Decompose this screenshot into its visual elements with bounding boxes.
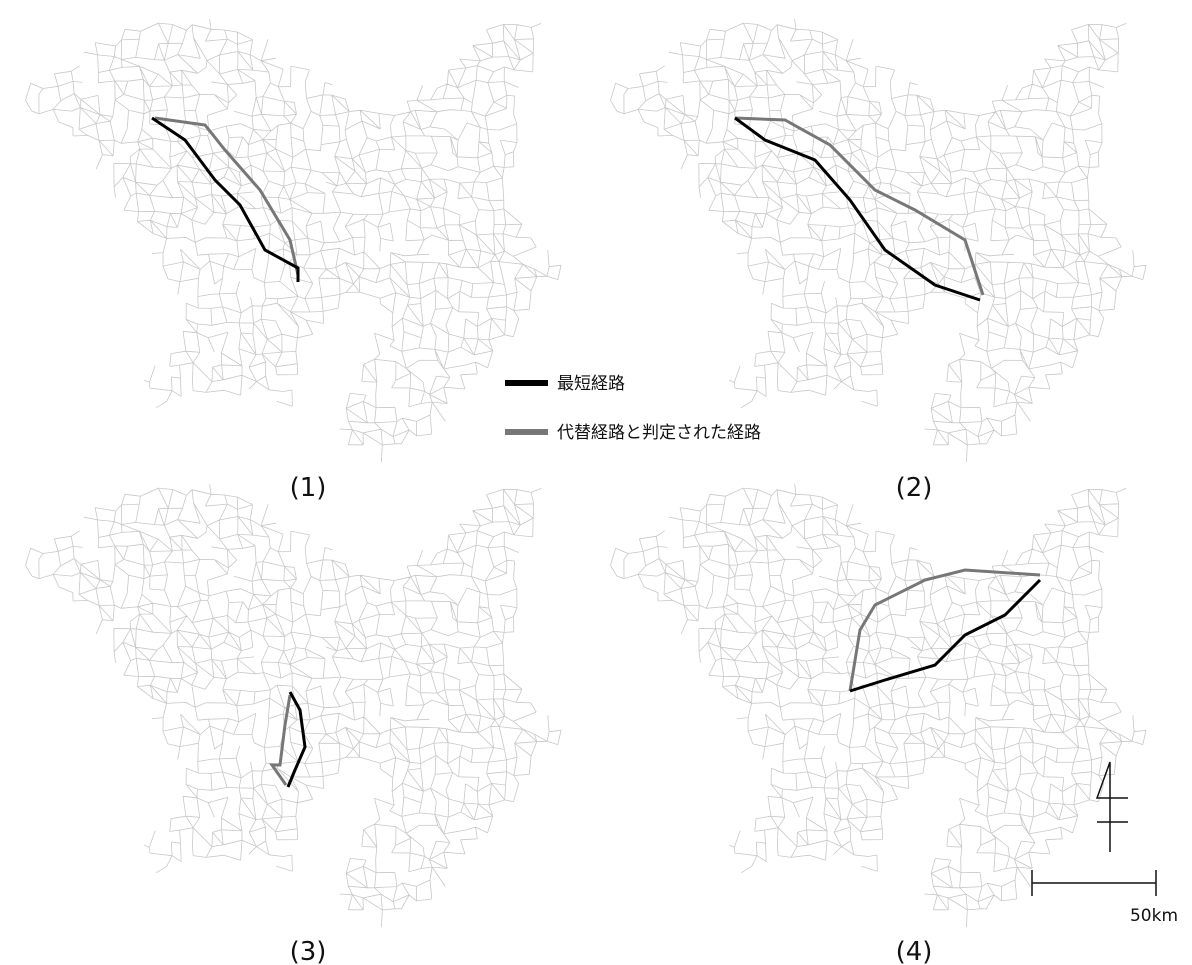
- map-panel: [26, 19, 562, 462]
- map-panel: [611, 484, 1147, 927]
- alternative-route: [272, 695, 290, 785]
- legend-label: 代替経路と判定された経路: [557, 423, 761, 443]
- scale-label: 50km: [1130, 906, 1178, 926]
- road-network: [611, 484, 1147, 927]
- map-panel: [611, 19, 1147, 462]
- alternative-route: [735, 118, 983, 295]
- panel-label: (4): [896, 937, 933, 965]
- legend-label: 最短経路: [557, 374, 625, 394]
- scale-bar: [1032, 870, 1156, 896]
- panel-label: (3): [290, 937, 327, 965]
- road-network: [26, 19, 562, 462]
- figure: 最短経路 代替経路と判定された経路 (1) (2) (3) (4) 50km: [0, 0, 1192, 965]
- shortest-route: [735, 118, 980, 300]
- maps: [26, 19, 1147, 927]
- panel-label: (2): [896, 473, 933, 503]
- shortest-route: [850, 580, 1040, 691]
- panel-label: (1): [290, 473, 327, 503]
- map-panel: [26, 484, 562, 927]
- road-network: [26, 484, 562, 927]
